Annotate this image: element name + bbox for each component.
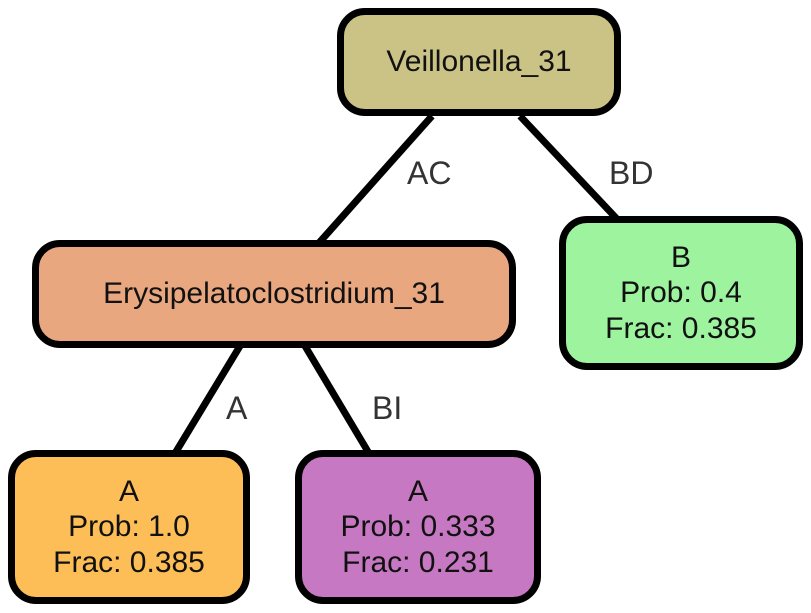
leaf-a2-class: A [407, 474, 428, 508]
leaf-b-frac: Frac: 0.385 [605, 311, 757, 345]
leaf-a1-frac: Frac: 0.385 [53, 545, 205, 579]
edge-internal-leaf-a2 [301, 344, 374, 457]
edge-root-leaf-b [517, 113, 620, 222]
leaf-a2-frac: Frac: 0.231 [342, 545, 494, 579]
edge-internal-leaf-a1 [171, 344, 243, 457]
leaf-b-prob: Prob: 0.4 [620, 276, 742, 310]
edge-label-a: A [226, 390, 248, 426]
edge-root-internal [315, 113, 435, 247]
leaf-node-a2: A Prob: 0.333 Frac: 0.231 [295, 450, 541, 604]
leaf-a1-prob: Prob: 1.0 [68, 510, 190, 544]
leaf-node-a1: A Prob: 1.0 Frac: 0.385 [8, 450, 250, 604]
leaf-b-class: B [670, 240, 691, 274]
root-node-label: Veillonella_31 [386, 45, 572, 79]
root-node: Veillonella_31 [337, 8, 621, 116]
edge-label-bd: BD [609, 155, 654, 191]
leaf-a1-class: A [118, 474, 139, 508]
edge-label-ac: AC [407, 155, 452, 191]
internal-node: Erysipelatoclostridium_31 [32, 240, 516, 348]
internal-node-label: Erysipelatoclostridium_31 [103, 277, 445, 311]
leaf-node-b: B Prob: 0.4 Frac: 0.385 [559, 216, 803, 370]
edge-label-bi: BI [372, 390, 403, 426]
leaf-a2-prob: Prob: 0.333 [340, 510, 496, 544]
